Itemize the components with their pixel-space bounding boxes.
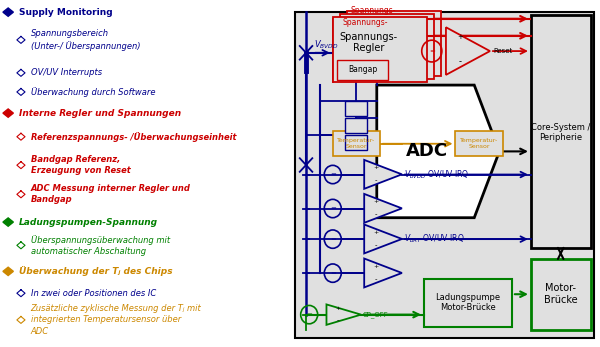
FancyBboxPatch shape <box>333 17 427 82</box>
Text: -: - <box>374 242 377 248</box>
Polygon shape <box>3 109 13 117</box>
Polygon shape <box>364 194 402 223</box>
Text: Referenzspannungs- /Überwachungseinheit: Referenzspannungs- /Überwachungseinheit <box>31 132 236 142</box>
Text: -: - <box>374 178 377 184</box>
Polygon shape <box>326 304 361 325</box>
Text: -: - <box>336 318 339 323</box>
Text: Temperatur-
Sensor: Temperatur- Sensor <box>337 138 376 149</box>
Polygon shape <box>377 85 499 218</box>
Text: Spannungsbereich
(Unter-/ Überspannungen): Spannungsbereich (Unter-/ Überspannungen… <box>31 29 140 51</box>
Text: Überwachung durch Software: Überwachung durch Software <box>31 87 155 97</box>
Text: Core-System /
Peripherie: Core-System / Peripherie <box>531 123 590 142</box>
Text: Spannungs-: Spannungs- <box>343 18 388 27</box>
FancyBboxPatch shape <box>295 12 594 338</box>
FancyBboxPatch shape <box>346 118 367 133</box>
FancyBboxPatch shape <box>346 135 367 150</box>
FancyBboxPatch shape <box>337 60 388 80</box>
Text: =: = <box>429 48 435 54</box>
Text: ADC: ADC <box>406 142 448 160</box>
Text: Reset: Reset <box>493 48 512 54</box>
Polygon shape <box>3 267 13 276</box>
Polygon shape <box>364 259 402 287</box>
Text: +: + <box>335 306 340 311</box>
Text: Motor-
Brücke: Motor- Brücke <box>544 283 578 305</box>
Text: OV/UV Interrupts: OV/UV Interrupts <box>31 68 101 77</box>
Text: =: = <box>330 270 335 276</box>
Text: -: - <box>374 212 377 218</box>
Text: Überspannungsüberwachung mit
automatischer Abschaltung: Überspannungsüberwachung mit automatisch… <box>31 235 170 256</box>
Text: Supply Monitoring: Supply Monitoring <box>19 8 113 17</box>
Polygon shape <box>3 218 13 226</box>
FancyBboxPatch shape <box>424 279 512 327</box>
Text: In zwei oder Positionen des IC: In zwei oder Positionen des IC <box>31 289 156 298</box>
Text: Bangap: Bangap <box>348 65 377 74</box>
Polygon shape <box>364 160 402 189</box>
Text: Interne Regler und Spannungen: Interne Regler und Spannungen <box>19 109 181 118</box>
Text: CP_OFF: CP_OFF <box>362 311 388 318</box>
Text: +: + <box>373 264 378 269</box>
FancyBboxPatch shape <box>455 131 503 156</box>
Text: $V_{BVDD}$: $V_{BVDD}$ <box>314 38 338 51</box>
Text: =: = <box>330 171 335 178</box>
Text: =: = <box>330 205 335 212</box>
Text: -: - <box>374 276 377 282</box>
FancyBboxPatch shape <box>333 131 380 156</box>
Text: $V_{BAT}$ OV/UV IRQ: $V_{BAT}$ OV/UV IRQ <box>404 233 464 245</box>
Polygon shape <box>364 225 402 253</box>
Text: $V_{BVDD}$ OV/UV IRQ: $V_{BVDD}$ OV/UV IRQ <box>404 168 469 181</box>
Text: -: - <box>458 57 461 66</box>
Polygon shape <box>3 8 13 16</box>
Text: Ladungspumpen-Spannung: Ladungspumpen-Spannung <box>19 218 158 227</box>
FancyBboxPatch shape <box>531 15 590 248</box>
Text: +: + <box>457 34 463 41</box>
Text: Temperatur-
Sensor: Temperatur- Sensor <box>460 138 498 149</box>
Text: +: + <box>373 166 378 170</box>
Text: Überwachung der Tⱼ des Chips: Überwachung der Tⱼ des Chips <box>19 266 173 276</box>
FancyBboxPatch shape <box>340 14 434 79</box>
Text: Ladungspumpe
Motor-Brücke: Ladungspumpe Motor-Brücke <box>436 293 500 312</box>
Polygon shape <box>446 27 490 75</box>
FancyBboxPatch shape <box>347 11 441 76</box>
Text: Zusätzliche zyklische Messung der Tⱼ mit
integrierten Temperatursensor über
ADC: Zusätzliche zyklische Messung der Tⱼ mit… <box>31 304 202 336</box>
FancyBboxPatch shape <box>346 101 367 116</box>
Text: Spannungs-: Spannungs- <box>350 7 395 16</box>
Text: Bandgap Referenz,
Erzeugung von Reset: Bandgap Referenz, Erzeugung von Reset <box>31 155 130 175</box>
Text: +: + <box>373 200 378 204</box>
Text: =: = <box>306 312 312 318</box>
FancyBboxPatch shape <box>531 259 590 330</box>
Text: +: + <box>373 230 378 235</box>
Text: =: = <box>330 236 335 242</box>
Text: ADC Messung interner Regler und
Bandgap: ADC Messung interner Regler und Bandgap <box>31 184 190 204</box>
Text: Spannungs-
Regler: Spannungs- Regler <box>340 32 398 53</box>
